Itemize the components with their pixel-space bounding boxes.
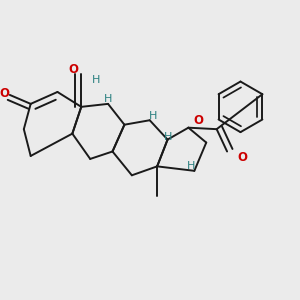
Text: H: H (104, 94, 112, 104)
Text: H: H (148, 111, 157, 121)
Text: O: O (69, 63, 79, 76)
Text: O: O (0, 87, 10, 100)
Text: O: O (237, 151, 247, 164)
Text: H: H (187, 161, 196, 171)
Text: H: H (164, 132, 172, 142)
Text: H: H (92, 75, 100, 85)
Text: O: O (194, 114, 204, 127)
